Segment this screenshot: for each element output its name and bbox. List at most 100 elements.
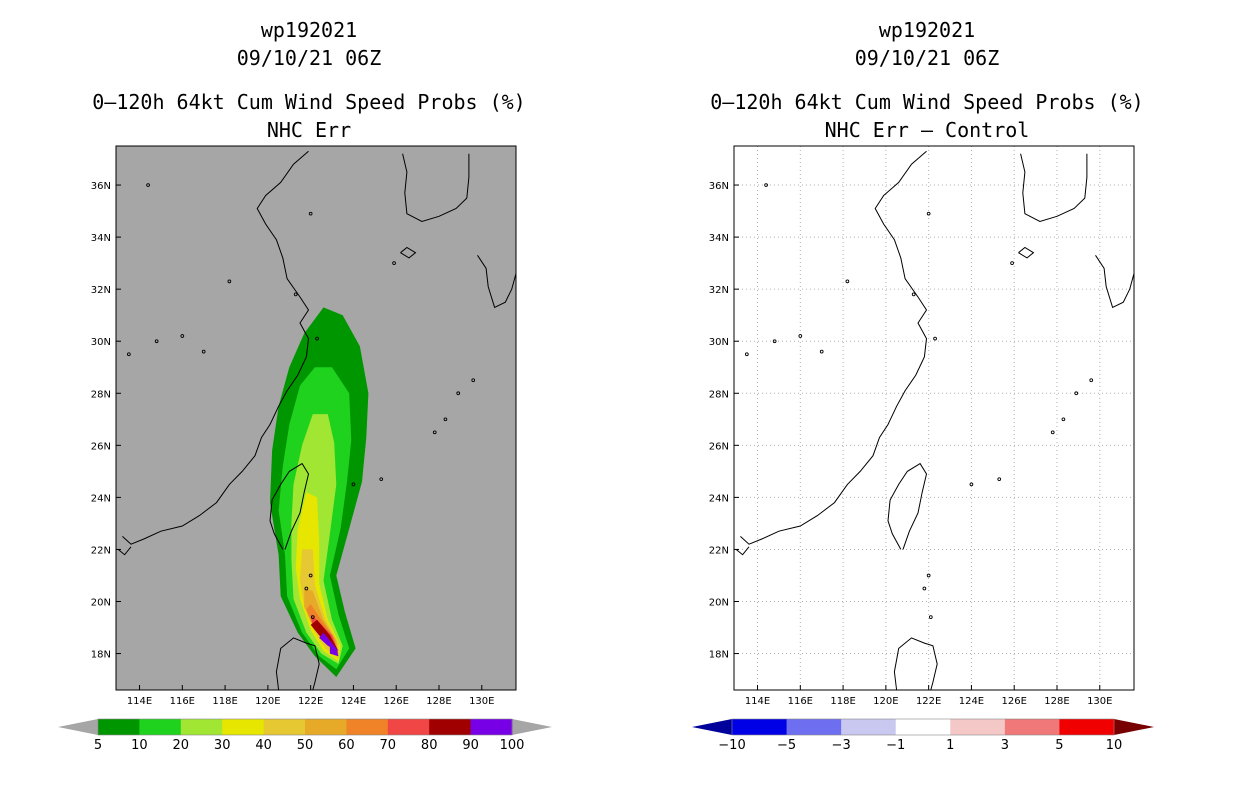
right-coastline-4 <box>1095 255 1135 309</box>
left-island-3 <box>201 349 206 354</box>
left-coastline-0 <box>122 150 310 545</box>
left-island-6 <box>315 336 319 341</box>
right-colorbar-label-3: −1 <box>886 738 905 753</box>
left-island-9 <box>432 430 437 435</box>
right-coastline-1 <box>887 462 928 550</box>
right-colorbar-under-arrow <box>692 719 732 735</box>
left-island-2 <box>180 334 185 338</box>
right-xtick-label-114E: 114E <box>745 696 770 707</box>
left-island-10 <box>443 417 448 422</box>
right-coastline-3 <box>1020 153 1088 223</box>
left-colorbar-swatch-5 <box>305 719 347 735</box>
right-colorbar-swatch-0 <box>732 719 788 735</box>
left-ytick-label-18N: 18N <box>91 650 111 661</box>
right-xtick-label-120E: 120E <box>873 696 898 707</box>
left-island-1 <box>154 339 159 344</box>
right-island-18 <box>928 615 933 619</box>
left-ytick-label-34N: 34N <box>91 233 111 244</box>
left-colorbar-label-5: 50 <box>297 738 314 753</box>
left-title-product: 0–120h 64kt Cum Wind Speed Probs (%) <box>92 90 526 114</box>
right-map-svg: 114E 116E 118E 120E 122E 124E 126E 128E 130E 18N 2… <box>692 145 1154 753</box>
right-colorbar-outline <box>731 718 1115 736</box>
right-island-16 <box>922 586 927 591</box>
left-island-15 <box>392 261 396 265</box>
right-ytick-label-32N: 32N <box>709 285 729 296</box>
left-ytick-label-22N: 22N <box>91 545 111 556</box>
right-island-12 <box>1089 378 1094 383</box>
right-title-model: wp192021 <box>878 18 976 42</box>
left-colorbar-label-10: 100 <box>500 738 525 753</box>
right-island-7 <box>969 482 974 487</box>
left-xtick-label-126E: 126E <box>384 696 409 707</box>
left-coastline-2 <box>117 546 132 556</box>
right-title-product: 0–120h 64kt Cum Wind Speed Probs (%) <box>710 90 1144 114</box>
right-island-17 <box>926 573 931 578</box>
left-ytick-label-24N: 24N <box>91 493 111 504</box>
right-colorbar-label-0: −10 <box>718 738 745 753</box>
right-colorbar-swatch-1 <box>786 719 842 735</box>
right-map-background <box>734 146 1134 690</box>
left-colorbar-swatch-4 <box>263 719 306 735</box>
right-island-3 <box>819 349 824 354</box>
right-island-1 <box>772 339 777 344</box>
right-xtick-label-118E: 118E <box>830 696 855 707</box>
right-ytick-label-34N: 34N <box>709 233 729 244</box>
left-ytick-label-32N: 32N <box>91 285 111 296</box>
right-xtick-label-124E: 124E <box>959 696 984 707</box>
right-colorbar-label-7: 10 <box>1106 738 1123 753</box>
left-island-18 <box>310 615 315 619</box>
left-colorbar-label-2: 20 <box>173 738 190 753</box>
right-colorbar-label-4: 1 <box>946 738 954 753</box>
left-island-14 <box>308 211 313 216</box>
right-colorbar-swatch-3 <box>895 719 951 735</box>
left-colorbar-label-6: 60 <box>338 738 355 753</box>
right-island-13 <box>764 183 768 187</box>
left-colorbar-label-1: 10 <box>131 738 148 753</box>
left-colorbar-swatch-0 <box>98 719 140 735</box>
right-colorbar-swatch-4 <box>950 719 1006 735</box>
right-ytick-label-30N: 30N <box>709 337 729 348</box>
right-ytick-label-22N: 22N <box>709 545 729 556</box>
right-island-15 <box>1010 261 1014 265</box>
left-xtick-label-114E: 114E <box>127 696 152 707</box>
left-colorbar-label-3: 30 <box>214 738 231 753</box>
right-island-9 <box>1050 430 1055 435</box>
left-coastline-3 <box>402 153 470 223</box>
right-colorbar-swatch-6 <box>1059 719 1115 735</box>
right-ytick-label-26N: 26N <box>709 441 729 452</box>
right-xtick-label-128E: 128E <box>1044 696 1069 707</box>
right-island-8 <box>997 477 1002 482</box>
right-title-date: 09/10/21 06Z <box>854 46 1000 70</box>
left-map-frame <box>115 145 517 691</box>
left-ytick-label-36N: 36N <box>91 181 111 192</box>
right-ytick-label-24N: 24N <box>709 493 729 504</box>
left-island-12 <box>471 378 476 383</box>
right-coastline-2 <box>735 546 750 556</box>
left-island-5 <box>293 292 298 297</box>
left-title-date: 09/10/21 06Z <box>236 46 382 70</box>
right-colorbar-label-5: 3 <box>1001 738 1009 753</box>
right-xtick-label-122E: 122E <box>916 696 941 707</box>
right-ytick-label-36N: 36N <box>709 181 729 192</box>
left-xtick-label-118E: 118E <box>212 696 237 707</box>
left-colorbar-label-7: 70 <box>380 738 397 753</box>
right-island-6 <box>933 336 937 341</box>
right-ytick-label-18N: 18N <box>709 650 729 661</box>
left-map-svg: 114E 116E 118E 120E 122E 124E 126E 128E 130E 18N 2… <box>58 145 552 753</box>
right-coastline-5 <box>893 637 938 691</box>
left-colorbar-swatch-6 <box>346 719 389 735</box>
left-colorbar-swatch-9 <box>470 719 513 735</box>
right-gridlines <box>734 146 1134 690</box>
left-island-16 <box>304 586 309 591</box>
left-coastline-1 <box>269 462 310 550</box>
right-island-4 <box>845 279 850 284</box>
left-colorbar-over-arrow <box>512 719 552 735</box>
right-ytick-label-20N: 20N <box>709 598 729 609</box>
left-xtick-label-128E: 128E <box>426 696 451 707</box>
left-island-13 <box>146 183 150 187</box>
left-xtick-label-116E: 116E <box>170 696 195 707</box>
right-xtick-label-130E: 130E <box>1087 696 1112 707</box>
left-title-model: wp192021 <box>260 18 358 42</box>
left-title-subtitle: NHC Err <box>266 118 352 142</box>
right-island-5 <box>911 292 916 297</box>
